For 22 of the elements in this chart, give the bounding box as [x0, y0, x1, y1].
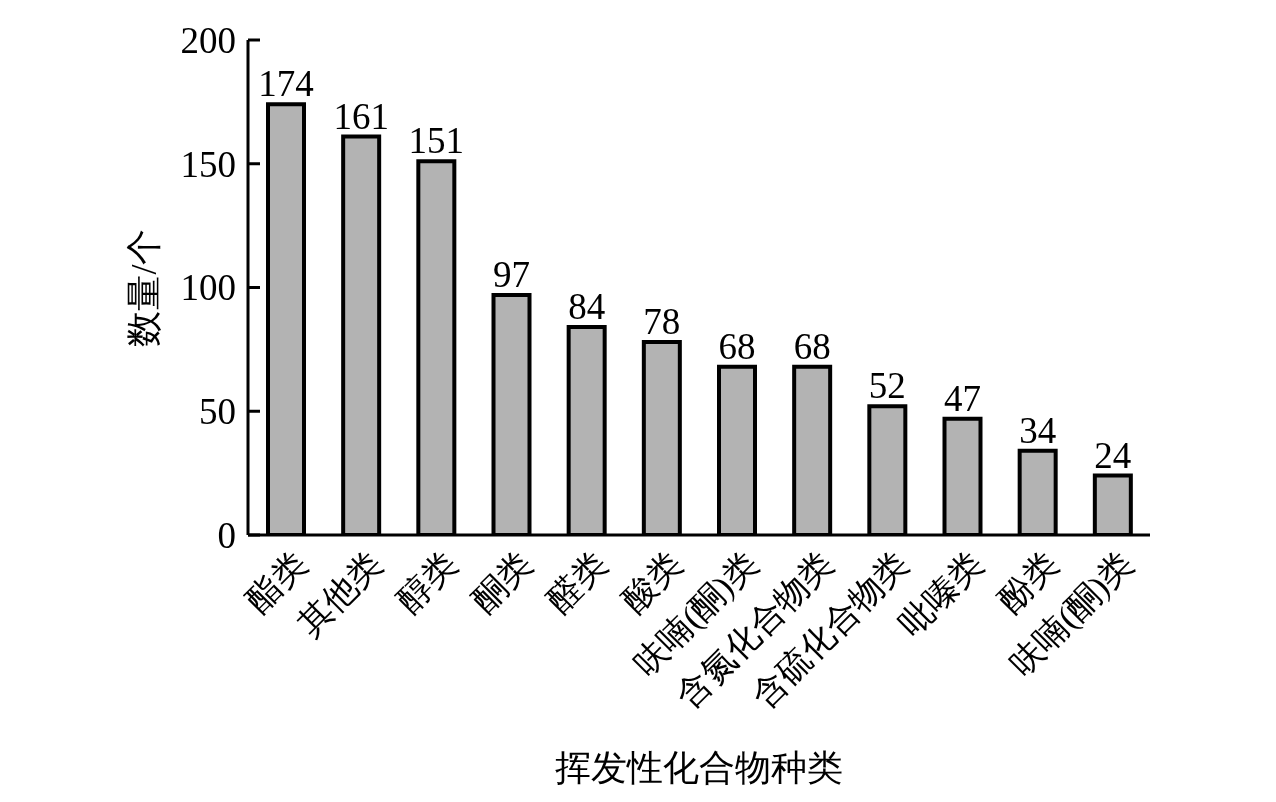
data-label: 78: [643, 300, 681, 342]
data-label: 68: [793, 325, 831, 367]
data-label: 47: [944, 377, 981, 419]
data-label: 52: [868, 365, 906, 407]
y-tick-label: 50: [199, 391, 236, 433]
x-tick-label: 醛类: [539, 544, 615, 619]
data-label: 84: [568, 286, 606, 328]
y-tick-label: 100: [180, 267, 236, 309]
data-label: 97: [493, 253, 530, 295]
y-axis-title: 数量/个: [124, 228, 164, 347]
y-tick-label: 0: [217, 514, 236, 556]
x-axis-title: 挥发性化合物种类: [555, 748, 843, 788]
data-label: 174: [258, 63, 314, 105]
data-label: 151: [408, 120, 465, 162]
data-label: 68: [718, 325, 756, 367]
x-tick-label: 酮类: [464, 544, 539, 619]
y-tick-label: 200: [180, 19, 236, 61]
x-tick-label: 醇类: [389, 544, 464, 619]
data-label: 34: [1019, 409, 1057, 451]
data-label: 24: [1094, 434, 1132, 476]
y-tick-label: 150: [180, 143, 236, 185]
data-label: 161: [333, 95, 389, 137]
